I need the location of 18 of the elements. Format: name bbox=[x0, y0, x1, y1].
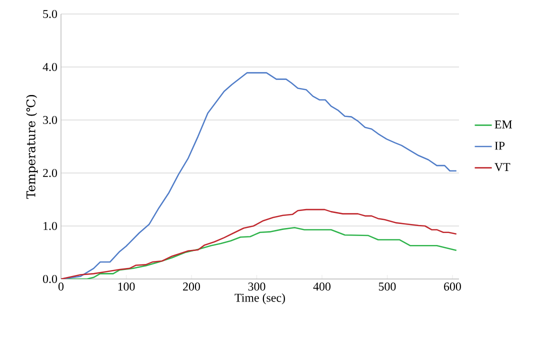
x-axis-title: Time (sec) bbox=[234, 293, 285, 304]
x-tick-label: 600 bbox=[444, 282, 461, 291]
y-tick-label: 4.0 bbox=[42, 62, 58, 72]
y-tick-label: 0.0 bbox=[42, 274, 58, 284]
x-tick-label: 0 bbox=[58, 282, 64, 291]
x-tick-label: 100 bbox=[118, 282, 135, 291]
y-tick-label: 2.0 bbox=[43, 168, 58, 178]
legend-label: EM bbox=[494, 120, 512, 128]
x-tick-label: 200 bbox=[183, 282, 200, 291]
x-tick-label: 300 bbox=[248, 282, 266, 291]
y-axis-title: Temperature (℃) bbox=[26, 95, 38, 199]
x-tick-label: 400 bbox=[313, 282, 330, 291]
x-tick-label: 500 bbox=[378, 282, 396, 291]
y-tick-label: 3.0 bbox=[43, 116, 58, 124]
legend-label: VT bbox=[494, 163, 510, 172]
legend-label: IP bbox=[494, 142, 505, 150]
y-tick-label: 1.0 bbox=[44, 222, 58, 230]
y-tick-label: 5.0 bbox=[43, 10, 58, 18]
